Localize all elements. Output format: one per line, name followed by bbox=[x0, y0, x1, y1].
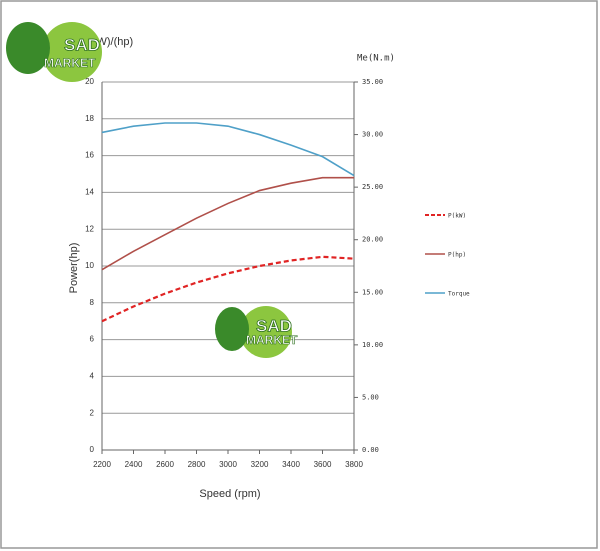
legend-label: P(kW) bbox=[448, 213, 466, 220]
series-line bbox=[101, 122, 355, 177]
y-tick-label: 0 bbox=[90, 445, 95, 454]
y-tick-label: 8 bbox=[90, 298, 95, 307]
series-line bbox=[101, 255, 355, 323]
x-tick-label: 2800 bbox=[188, 460, 206, 469]
y2-tick-label: 10.00 bbox=[362, 341, 383, 349]
y-tick-label: 12 bbox=[85, 224, 94, 233]
x-tick-label: 3800 bbox=[345, 460, 363, 469]
logo-gear bbox=[42, 22, 102, 82]
y2-tick-label: 30.00 bbox=[362, 131, 383, 139]
y-axis-title: Power(hp) bbox=[68, 243, 80, 294]
legend-label: P(hp) bbox=[448, 252, 466, 259]
y-tick-label: 18 bbox=[85, 114, 94, 123]
x-tick-label: 3600 bbox=[314, 460, 332, 469]
y-tick-label: 2 bbox=[90, 408, 95, 417]
logo-text: MARKET bbox=[44, 56, 96, 70]
logo-leaf bbox=[6, 22, 50, 74]
y-tick-label: 6 bbox=[90, 335, 95, 344]
logo-text: SAD bbox=[256, 316, 292, 335]
logo: SAD MARKET bbox=[6, 22, 102, 82]
x-axis-title: Speed (rpm) bbox=[199, 488, 260, 500]
y2-axis-top-label: Me(N.m) bbox=[357, 54, 395, 64]
x-tick-label: 3200 bbox=[251, 460, 269, 469]
y2-tick-label: 0.00 bbox=[362, 446, 379, 454]
x-tick-label: 3400 bbox=[282, 460, 300, 469]
y-tick-label: 16 bbox=[85, 151, 94, 160]
logo-leaf bbox=[215, 307, 249, 351]
logo-text: SAD bbox=[64, 35, 100, 54]
series-line bbox=[101, 176, 354, 271]
legend-label: Torque bbox=[448, 291, 470, 298]
y2-tick-label: 5.00 bbox=[362, 393, 379, 401]
x-tick-label: 2400 bbox=[125, 460, 143, 469]
logo-gear bbox=[240, 306, 292, 358]
y2-tick-label: 35.00 bbox=[362, 78, 383, 86]
y-tick-label: 14 bbox=[85, 188, 94, 197]
x-tick-label: 3000 bbox=[219, 460, 237, 469]
x-tick-label: 2200 bbox=[93, 460, 111, 469]
logo: SAD MARKET bbox=[215, 306, 298, 358]
y2-tick-label: 20.00 bbox=[362, 236, 383, 244]
y2-tick-label: 15.00 bbox=[362, 288, 383, 296]
y-tick-label: 4 bbox=[90, 372, 95, 381]
logo-text: MARKET bbox=[246, 333, 298, 347]
y-tick-label: 10 bbox=[85, 261, 94, 270]
x-tick-label: 2600 bbox=[156, 460, 174, 469]
y2-tick-label: 25.00 bbox=[362, 183, 383, 191]
y-tick-label: 20 bbox=[85, 77, 94, 86]
